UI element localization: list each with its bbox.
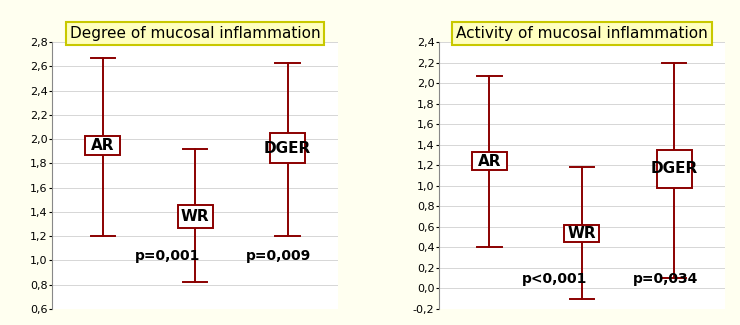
Title: Activity of mucosal inflammation: Activity of mucosal inflammation	[456, 26, 707, 41]
Text: WR: WR	[568, 226, 596, 241]
FancyBboxPatch shape	[85, 136, 120, 155]
Text: p=0,009: p=0,009	[246, 249, 311, 263]
Text: p<0,001: p<0,001	[522, 272, 588, 286]
Title: Degree of mucosal inflammation: Degree of mucosal inflammation	[70, 26, 320, 41]
Text: DGER: DGER	[650, 161, 698, 176]
Text: DGER: DGER	[264, 141, 311, 156]
FancyBboxPatch shape	[178, 204, 212, 228]
Text: WR: WR	[181, 209, 209, 224]
FancyBboxPatch shape	[657, 150, 692, 188]
FancyBboxPatch shape	[270, 133, 305, 163]
FancyBboxPatch shape	[472, 152, 507, 170]
Text: AR: AR	[91, 138, 115, 153]
Text: AR: AR	[478, 154, 501, 169]
Text: p=0,034: p=0,034	[633, 272, 698, 286]
Text: p=0,001: p=0,001	[135, 249, 201, 263]
FancyBboxPatch shape	[565, 225, 599, 242]
